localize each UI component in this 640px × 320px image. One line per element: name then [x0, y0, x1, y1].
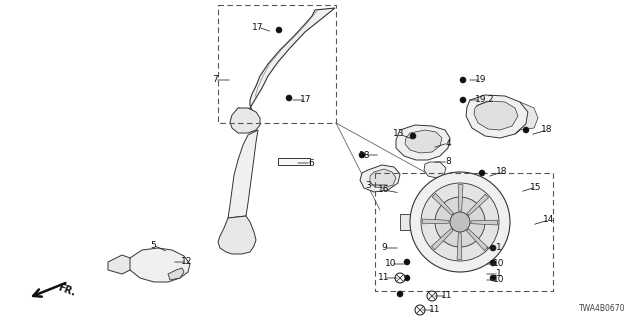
- Text: 8: 8: [445, 157, 451, 166]
- Bar: [218, 5, 336, 123]
- Polygon shape: [230, 108, 260, 133]
- Circle shape: [479, 170, 485, 176]
- Polygon shape: [360, 165, 400, 192]
- Circle shape: [286, 95, 292, 101]
- Bar: [375, 173, 553, 291]
- Polygon shape: [474, 101, 518, 130]
- Text: 14: 14: [543, 215, 555, 225]
- Circle shape: [417, 307, 423, 313]
- Circle shape: [427, 291, 437, 301]
- Text: 4: 4: [445, 139, 451, 148]
- Polygon shape: [458, 185, 463, 211]
- Circle shape: [404, 259, 410, 265]
- Polygon shape: [168, 268, 184, 280]
- Text: 10: 10: [493, 260, 505, 268]
- Polygon shape: [396, 125, 450, 160]
- Circle shape: [450, 212, 470, 232]
- Circle shape: [490, 275, 496, 281]
- Text: 18: 18: [541, 125, 553, 134]
- Polygon shape: [424, 162, 446, 178]
- Circle shape: [397, 291, 403, 297]
- Text: 10: 10: [493, 276, 505, 284]
- Text: 19: 19: [476, 95, 487, 105]
- Text: 9: 9: [381, 244, 387, 252]
- Circle shape: [276, 27, 282, 33]
- Text: 13: 13: [393, 130, 404, 139]
- Circle shape: [523, 127, 529, 133]
- Polygon shape: [467, 194, 488, 215]
- Text: 11: 11: [441, 292, 452, 300]
- Polygon shape: [471, 220, 497, 225]
- Polygon shape: [370, 169, 396, 188]
- Circle shape: [421, 183, 499, 261]
- Polygon shape: [400, 214, 410, 230]
- Text: 17: 17: [252, 22, 264, 31]
- Text: 1: 1: [496, 269, 502, 278]
- Text: 1: 1: [496, 244, 502, 252]
- Circle shape: [460, 97, 466, 103]
- Text: 2: 2: [487, 95, 493, 105]
- Text: 10: 10: [385, 260, 397, 268]
- Polygon shape: [432, 194, 454, 215]
- Polygon shape: [108, 255, 130, 274]
- Text: 18: 18: [359, 150, 371, 159]
- Polygon shape: [431, 228, 453, 250]
- Circle shape: [395, 273, 405, 283]
- Text: 7: 7: [212, 76, 218, 84]
- Polygon shape: [127, 248, 190, 282]
- Circle shape: [490, 260, 496, 266]
- Text: 16: 16: [378, 186, 390, 195]
- Text: 12: 12: [181, 258, 193, 267]
- Text: 17: 17: [300, 95, 312, 105]
- Polygon shape: [405, 130, 442, 153]
- Polygon shape: [218, 216, 256, 254]
- Text: 6: 6: [308, 158, 314, 167]
- Polygon shape: [515, 102, 538, 134]
- Text: 19: 19: [476, 76, 487, 84]
- Polygon shape: [278, 158, 310, 165]
- Circle shape: [490, 245, 496, 251]
- Circle shape: [435, 197, 485, 247]
- Text: 5: 5: [150, 241, 156, 250]
- Text: 15: 15: [531, 182, 541, 191]
- Text: TWA4B0670: TWA4B0670: [579, 304, 625, 313]
- Polygon shape: [238, 8, 335, 113]
- Text: FR.: FR.: [56, 282, 76, 298]
- Circle shape: [410, 172, 510, 272]
- Circle shape: [415, 305, 425, 315]
- Text: 11: 11: [378, 274, 390, 283]
- Polygon shape: [466, 95, 528, 138]
- Polygon shape: [422, 219, 449, 224]
- Polygon shape: [457, 233, 462, 260]
- Polygon shape: [228, 130, 258, 218]
- Text: 11: 11: [429, 306, 441, 315]
- Text: 18: 18: [496, 167, 508, 177]
- Circle shape: [359, 152, 365, 158]
- Circle shape: [410, 133, 416, 139]
- Polygon shape: [467, 229, 488, 251]
- Circle shape: [429, 293, 435, 299]
- Circle shape: [460, 77, 466, 83]
- Text: 3: 3: [365, 180, 371, 189]
- Circle shape: [404, 275, 410, 281]
